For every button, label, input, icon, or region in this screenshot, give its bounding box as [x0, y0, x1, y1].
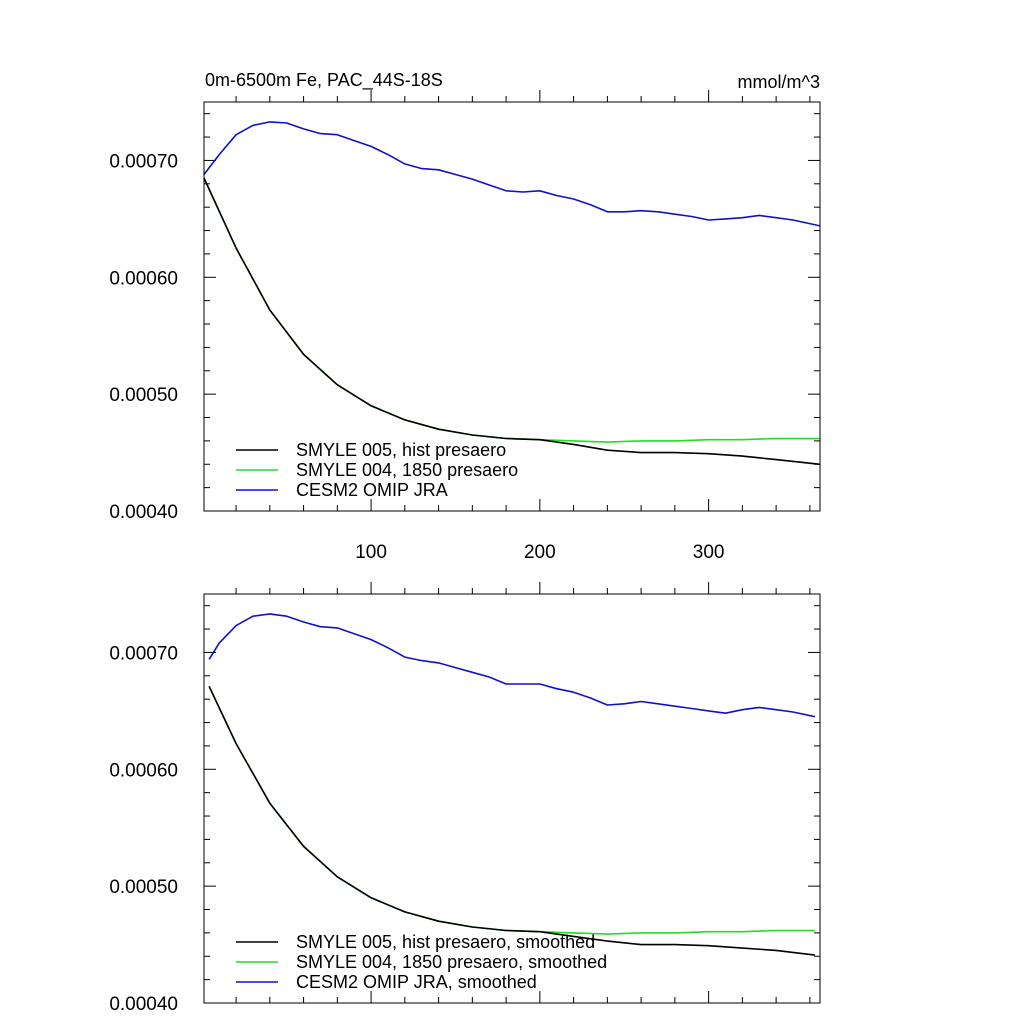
series-line-smyle-005-hist-presaero: [203, 177, 821, 466]
legend-label: SMYLE 004, 1850 presaero, smoothed: [296, 952, 607, 972]
xtick-label: 200: [524, 542, 556, 563]
ytick-label: 0.00040: [109, 502, 178, 523]
xtick-label: 100: [355, 542, 387, 563]
ytick-label: 0.00060: [109, 760, 178, 781]
panel-1-frame: [203, 101, 821, 512]
ytick-label: 0.00050: [109, 385, 178, 406]
legend-label: SMYLE 005, hist presaero: [296, 440, 506, 460]
ytick-label: 0.00060: [109, 268, 178, 289]
ytick-label: 0.00050: [109, 877, 178, 898]
panel-1-title-right: mmol/m^3: [738, 72, 820, 92]
series-line-smyle-005-hist-presaero-smoothed: [208, 685, 815, 956]
panel-1-ytick-labels: 0.00040 0.00050 0.00060 0.00070: [109, 151, 178, 523]
legend-label: CESM2 OMIP JRA: [296, 480, 448, 500]
legend-label: CESM2 OMIP JRA, smoothed: [296, 972, 537, 992]
series-line-cesm2-omip-jra-smoothed: [208, 613, 816, 718]
panel-2-ytick-labels: 0.00040 0.00050 0.00060 0.00070: [109, 643, 178, 1015]
ytick-label: 0.00070: [109, 151, 178, 172]
series-line-cesm2-omip-jra: [203, 121, 821, 227]
xtick-label: 300: [693, 542, 725, 563]
panel-2: 0.00040 0.00050 0.00060 0.00070 SMYLE 005, …: [109, 582, 821, 1015]
panel-2-legend: SMYLE 005, hist presaero, smoothedSMYLE …: [236, 932, 607, 992]
panel-1-xtick-labels: 100 200 300: [355, 542, 724, 563]
ytick-label: 0.00070: [109, 643, 178, 664]
panel-1-series: [203, 121, 821, 466]
panel-2-ticks: [204, 582, 820, 1004]
ytick-label: 0.00040: [109, 994, 178, 1015]
panel-2-frame: [203, 593, 821, 1004]
series-line-smyle-004-1850-presaero-smoothed: [208, 685, 815, 935]
legend-label: SMYLE 004, 1850 presaero: [296, 460, 518, 480]
series-line-smyle-004-1850-presaero: [203, 177, 820, 443]
panel-1: 0m-6500m Fe, PAC_44S-18S mmol/m^3 0.0004…: [109, 70, 821, 563]
panel-1-title-left: 0m-6500m Fe, PAC_44S-18S: [205, 70, 443, 91]
panel-2-series: [208, 613, 816, 956]
legend-label: SMYLE 005, hist presaero, smoothed: [296, 932, 595, 952]
